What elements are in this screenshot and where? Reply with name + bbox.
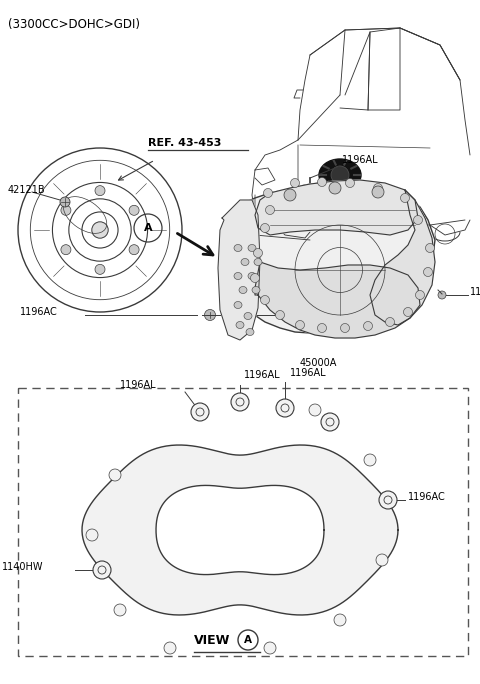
- Text: 1196AL: 1196AL: [342, 155, 379, 165]
- Circle shape: [164, 642, 176, 654]
- Circle shape: [413, 215, 422, 224]
- Circle shape: [340, 324, 349, 332]
- Polygon shape: [82, 445, 398, 615]
- Ellipse shape: [254, 259, 262, 265]
- Text: 1196AL: 1196AL: [120, 380, 156, 390]
- Text: A: A: [144, 223, 152, 233]
- Ellipse shape: [236, 321, 244, 328]
- Circle shape: [276, 311, 285, 319]
- Circle shape: [86, 529, 98, 541]
- Circle shape: [264, 642, 276, 654]
- Circle shape: [95, 185, 105, 196]
- Circle shape: [92, 222, 108, 238]
- Text: REF. 43-453: REF. 43-453: [148, 138, 221, 148]
- Circle shape: [204, 309, 216, 321]
- Circle shape: [309, 404, 321, 416]
- Ellipse shape: [246, 328, 254, 335]
- Ellipse shape: [234, 302, 242, 308]
- Circle shape: [400, 194, 409, 202]
- Circle shape: [231, 393, 249, 411]
- Circle shape: [264, 189, 273, 198]
- Text: (3300CC>DOHC>GDI): (3300CC>DOHC>GDI): [8, 18, 140, 31]
- Ellipse shape: [252, 287, 260, 293]
- Ellipse shape: [241, 259, 249, 265]
- FancyArrowPatch shape: [178, 233, 213, 255]
- Ellipse shape: [244, 313, 252, 319]
- Circle shape: [261, 224, 269, 233]
- Circle shape: [296, 321, 304, 330]
- Ellipse shape: [248, 244, 256, 252]
- Circle shape: [376, 554, 388, 566]
- Text: 1196AL: 1196AL: [290, 368, 326, 378]
- Bar: [18, 388, 468, 656]
- Text: VIEW: VIEW: [193, 633, 230, 646]
- Ellipse shape: [234, 272, 242, 280]
- Circle shape: [372, 186, 384, 198]
- Circle shape: [416, 291, 424, 300]
- Text: 1196AC: 1196AC: [20, 307, 58, 317]
- Text: 45000A: 45000A: [300, 358, 336, 368]
- Circle shape: [265, 205, 275, 215]
- Circle shape: [191, 403, 209, 421]
- Circle shape: [404, 308, 412, 317]
- Polygon shape: [255, 180, 418, 235]
- Circle shape: [284, 189, 296, 201]
- Polygon shape: [255, 262, 420, 338]
- Text: A: A: [244, 635, 252, 645]
- Circle shape: [261, 295, 269, 304]
- Circle shape: [129, 205, 139, 215]
- Ellipse shape: [234, 244, 242, 252]
- Circle shape: [317, 178, 326, 187]
- Circle shape: [346, 179, 355, 187]
- Circle shape: [331, 166, 349, 184]
- Polygon shape: [156, 486, 324, 575]
- Text: 42121B: 42121B: [8, 185, 46, 195]
- Circle shape: [276, 399, 294, 417]
- Circle shape: [423, 267, 432, 276]
- Circle shape: [438, 291, 446, 299]
- Polygon shape: [370, 190, 435, 325]
- Text: 1196AC: 1196AC: [408, 492, 446, 502]
- Circle shape: [425, 244, 434, 252]
- Circle shape: [61, 205, 71, 215]
- Circle shape: [364, 454, 376, 466]
- Circle shape: [93, 561, 111, 579]
- Ellipse shape: [239, 287, 247, 293]
- Ellipse shape: [248, 272, 256, 280]
- Ellipse shape: [319, 159, 361, 191]
- Polygon shape: [218, 200, 260, 340]
- Text: 1196AL: 1196AL: [244, 370, 281, 380]
- Circle shape: [379, 491, 397, 509]
- Circle shape: [329, 182, 341, 194]
- Circle shape: [290, 179, 300, 187]
- Circle shape: [60, 197, 70, 207]
- Circle shape: [109, 469, 121, 481]
- Circle shape: [129, 245, 139, 254]
- Circle shape: [373, 183, 383, 192]
- Circle shape: [334, 614, 346, 626]
- Circle shape: [321, 413, 339, 431]
- Circle shape: [317, 324, 326, 332]
- Circle shape: [385, 317, 395, 326]
- Circle shape: [114, 604, 126, 616]
- Text: 1140HW: 1140HW: [470, 287, 480, 297]
- Polygon shape: [222, 182, 435, 333]
- Circle shape: [253, 248, 263, 257]
- Circle shape: [363, 321, 372, 330]
- Circle shape: [61, 245, 71, 254]
- Text: 1140HW: 1140HW: [2, 562, 44, 572]
- Circle shape: [95, 264, 105, 274]
- Circle shape: [251, 274, 260, 282]
